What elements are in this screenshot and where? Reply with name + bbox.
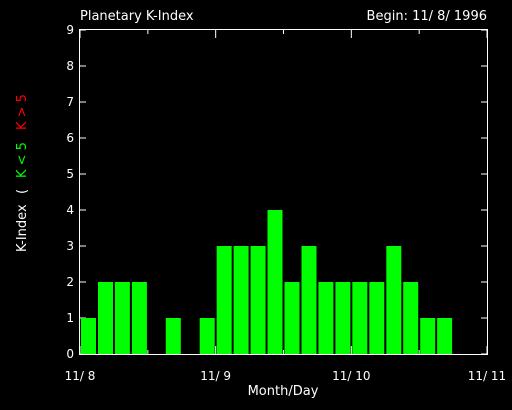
- chart-title: Planetary K-Index: [80, 9, 194, 24]
- y-tick-label-1: 1: [66, 311, 74, 325]
- y-axis-paren: (: [15, 189, 30, 194]
- y-axis-legend-high: K > 5: [15, 94, 30, 130]
- y-axis-label: K-Index: [15, 204, 30, 252]
- y-tick-label-3: 3: [66, 239, 74, 253]
- bar-14: [318, 282, 334, 354]
- y-tick-label-7: 7: [66, 95, 74, 109]
- x-tick-label-0: 11/ 8: [65, 369, 96, 383]
- bar-5: [165, 318, 181, 354]
- bar-8: [216, 246, 232, 354]
- bar-20: [420, 318, 436, 354]
- y-tick-label-4: 4: [66, 203, 74, 217]
- x-tick-label-3: 11/ 11: [468, 369, 506, 383]
- bar-12: [284, 282, 300, 354]
- bar-2: [114, 282, 130, 354]
- y-tick-label-6: 6: [66, 131, 74, 145]
- bar-21: [437, 318, 453, 354]
- bar-17: [369, 282, 385, 354]
- y-tick-label-5: 5: [66, 167, 74, 181]
- y-axis-label-group: K-Index ( K < 5 K > 5: [15, 94, 30, 252]
- y-tick-label-0: 0: [66, 347, 74, 361]
- x-axis-label: Month/Day: [248, 384, 319, 399]
- bar-series: [81, 210, 453, 354]
- x-tick-label-1: 11/ 9: [200, 369, 231, 383]
- bar-1: [98, 282, 113, 354]
- bar-0: [81, 318, 96, 354]
- bar-18: [386, 246, 402, 354]
- bar-15: [335, 282, 351, 354]
- x-tick-labels: 11/ 8 11/ 9 11/ 10 11/ 11: [65, 369, 507, 383]
- y-tick-label-8: 8: [66, 59, 74, 73]
- axis-ticks: [79, 29, 488, 355]
- y-tick-label-2: 2: [66, 275, 74, 289]
- bar-9: [233, 246, 249, 354]
- bar-10: [250, 246, 266, 354]
- bar-7: [199, 318, 215, 354]
- bar-11: [267, 210, 283, 354]
- plot-frame: [79, 29, 488, 355]
- begin-date-label: Begin: 11/ 8/ 1996: [367, 9, 487, 24]
- y-tick-label-9: 9: [66, 23, 74, 37]
- y-axis-legend-low: K < 5: [15, 142, 30, 178]
- y-tick-labels: 0 1 2 3 4 5 6 7 8 9: [66, 23, 74, 361]
- bar-16: [352, 282, 368, 354]
- x-tick-label-2: 11/ 10: [332, 369, 370, 383]
- bar-3: [131, 282, 147, 354]
- bar-19: [403, 282, 419, 354]
- bar-13: [301, 246, 317, 354]
